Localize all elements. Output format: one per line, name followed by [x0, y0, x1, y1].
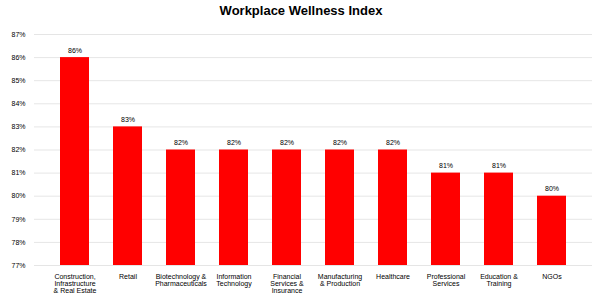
svg-text:77%: 77%: [11, 262, 25, 269]
svg-text:80%: 80%: [11, 192, 25, 199]
svg-text:86%: 86%: [11, 54, 25, 61]
svg-text:Construction,Infrastructure& R: Construction,Infrastructure& Real Estate: [54, 273, 97, 294]
svg-text:NGOs: NGOs: [542, 273, 562, 280]
svg-text:84%: 84%: [11, 100, 25, 107]
svg-text:82%: 82%: [11, 146, 25, 153]
svg-text:82%: 82%: [386, 139, 400, 146]
svg-text:80%: 80%: [545, 185, 559, 192]
svg-text:Retail: Retail: [119, 273, 137, 280]
svg-text:Biotechnology &Pharmaceuticals: Biotechnology &Pharmaceuticals: [155, 273, 207, 287]
svg-text:Manufacturing& Production: Manufacturing& Production: [318, 273, 362, 287]
svg-text:FinancialServices &Insurance: FinancialServices &Insurance: [270, 273, 304, 294]
svg-text:81%: 81%: [11, 169, 25, 176]
svg-text:82%: 82%: [227, 139, 241, 146]
svg-text:83%: 83%: [11, 123, 25, 130]
svg-text:82%: 82%: [333, 139, 347, 146]
svg-text:Education &Training: Education &Training: [480, 273, 518, 288]
svg-text:InformationTechnology: InformationTechnology: [216, 273, 252, 288]
svg-text:82%: 82%: [174, 139, 188, 146]
svg-text:Healthcare: Healthcare: [376, 273, 410, 280]
svg-text:79%: 79%: [11, 216, 25, 223]
html-text:Workplace Wellness Index: Workplace Wellness Index: [219, 3, 383, 18]
svg-text:81%: 81%: [492, 162, 506, 169]
svg-text:ProfessionalServices: ProfessionalServices: [427, 273, 466, 287]
svg-text:81%: 81%: [439, 162, 453, 169]
svg-text:86%: 86%: [68, 47, 82, 54]
svg-text:85%: 85%: [11, 77, 25, 84]
svg-text:87%: 87%: [11, 31, 25, 38]
svg-text:78%: 78%: [11, 239, 25, 246]
svg-text:83%: 83%: [121, 116, 135, 123]
svg-text:82%: 82%: [280, 139, 294, 146]
